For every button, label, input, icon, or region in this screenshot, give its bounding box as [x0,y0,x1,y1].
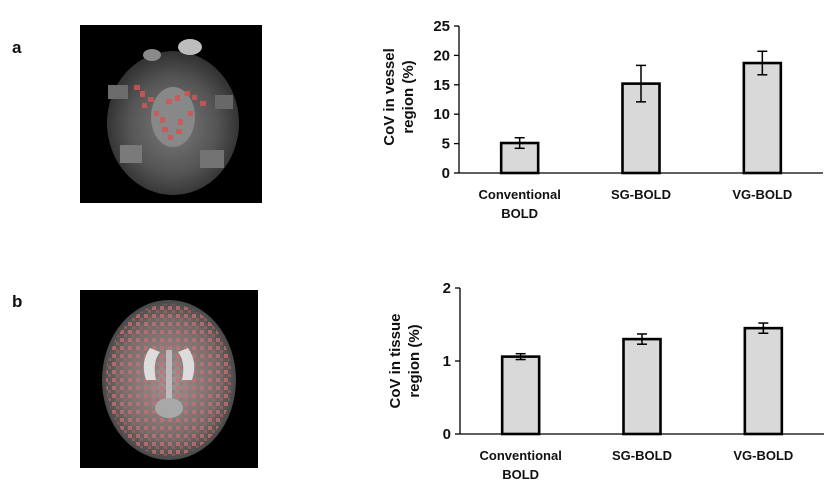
error-bar [636,64,646,103]
x-category-label: SG-BOLD [611,187,671,202]
error-bar [514,136,525,150]
y-tick-label: 25 [433,18,450,35]
x-category-label: Conventional BOLD [479,448,561,482]
error-bar [757,50,768,76]
error-bar [515,352,526,361]
error-bar [758,322,769,335]
brain-image-tissue [80,290,258,468]
bar [742,61,783,175]
panel-label-a: a [12,38,22,57]
y-axis-label: CoV in vessel region (%) [381,48,417,146]
y-tick-label: 0 [442,165,450,182]
y-tick-label: 15 [433,77,450,94]
x-category-label: VG-BOLD [732,187,792,202]
x-category-label: VG-BOLD [733,448,793,463]
x-category-label: Conventional BOLD [478,187,560,221]
brain-image-vessel [80,25,262,203]
bar [500,355,541,436]
chart-vessel-cov: CoV in vessel region (%) 0 5 10 15 20 25 Convent… [381,18,823,221]
chart-tissue-cov: CoV in tissue region (%) 0 1 2 Conventional BO… [387,280,824,482]
y-tick-label: 0 [443,426,451,443]
bar [622,337,662,436]
panel-label-b: b [12,292,23,311]
y-tick-label: 10 [433,106,450,123]
y-tick-label: 5 [442,136,450,153]
y-axis-label: CoV in tissue region (%) [387,313,423,408]
y-tick-label: 2 [443,280,451,297]
y-tick-label: 1 [443,353,451,370]
x-category-label: SG-BOLD [612,448,672,463]
y-tick-label: 20 [433,47,450,64]
bar [743,326,784,436]
error-bar [637,333,647,345]
